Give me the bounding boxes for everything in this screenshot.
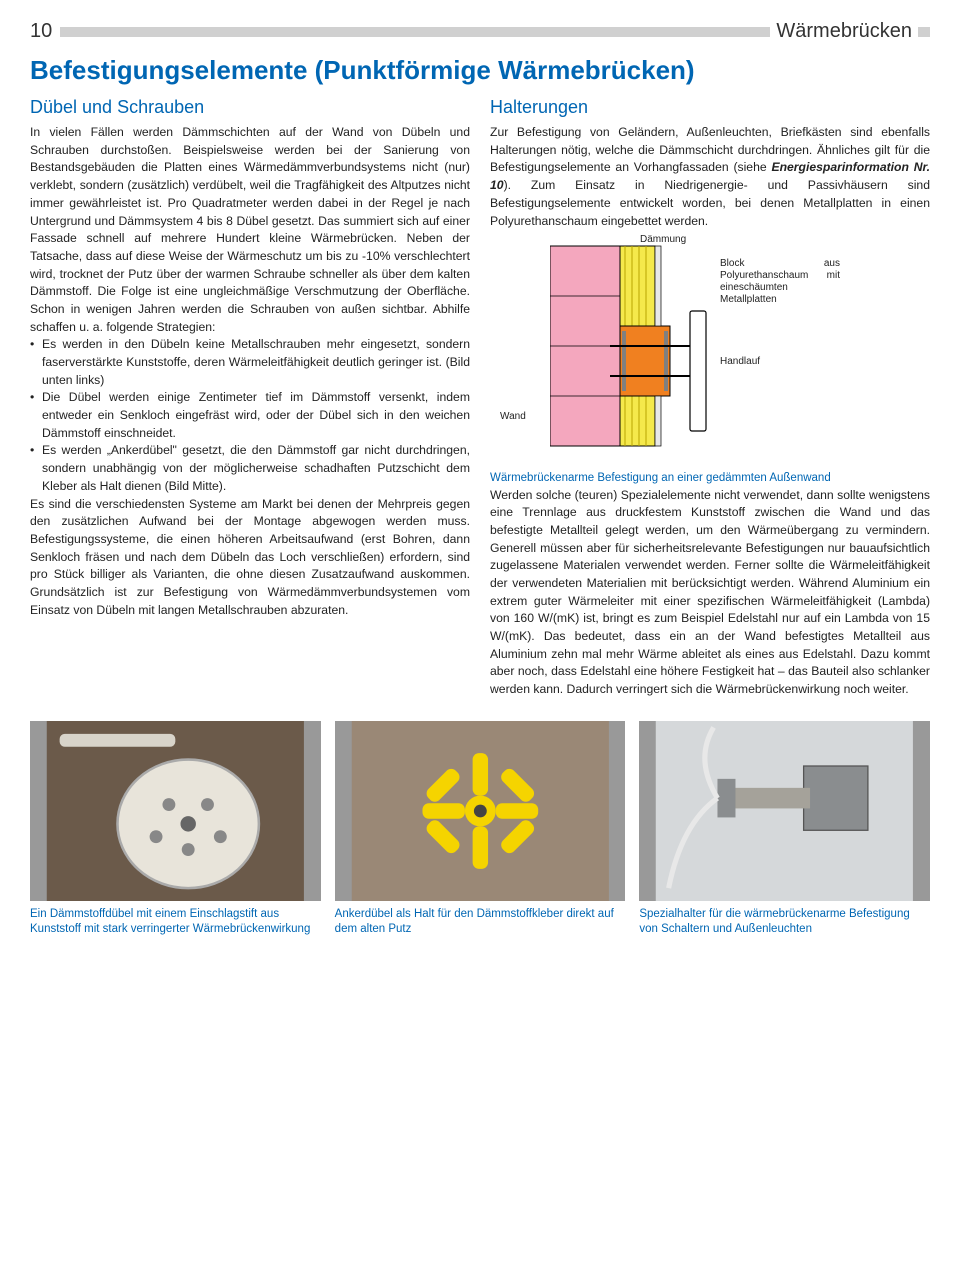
photo-3-caption: Spezialhalter für die wärmebrückenarme B… — [639, 907, 930, 938]
header-rule-right — [918, 27, 930, 37]
photo-2: Ankerdübel als Halt für den Dämmstoffkle… — [335, 721, 626, 938]
content-columns: Dübel und Schrauben In vielen Fällen wer… — [30, 94, 930, 699]
label-daemmung: Dämmung — [640, 234, 686, 246]
left-column: Dübel und Schrauben In vielen Fällen wer… — [30, 94, 470, 699]
diagram-caption: Wärmebrückenarme Befestigung an einer ge… — [490, 470, 930, 487]
right-p2: Werden solche (teuren) Spezialelemente n… — [490, 487, 930, 699]
header-rule-left — [60, 27, 770, 37]
right-p1b: ). Zum Einsatz in Niedrigenergie- und Pa… — [490, 178, 930, 227]
right-column: Halterungen Zur Befestigung von Geländer… — [490, 94, 930, 699]
list-item: Die Dübel werden einige Zentimeter tief … — [30, 389, 470, 442]
photo-3: Spezialhalter für die wärmebrückenarme B… — [639, 721, 930, 938]
label-wand: Wand — [500, 411, 526, 423]
photo-2-svg — [335, 721, 626, 901]
photo-2-caption: Ankerdübel als Halt für den Dämmstoffkle… — [335, 907, 626, 938]
left-intro: In vielen Fällen werden Dämmschichten au… — [30, 124, 470, 336]
photo-1-svg — [30, 721, 321, 901]
photo-1-caption: Ein Dämmstoffdübel mit einem Einschlagst… — [30, 907, 321, 938]
page-title: Befestigungselemente (Punktförmige Wärme… — [30, 55, 930, 86]
list-item: Es werden „Ankerdübel" gesetzt, die den … — [30, 442, 470, 495]
left-outro: Es sind die verschiedensten Systeme am M… — [30, 496, 470, 620]
strategy-list: Es werden in den Dübeln keine Metallschr… — [30, 336, 470, 495]
label-handlauf: Handlauf — [720, 356, 760, 368]
page-header: 10 Wärmebrücken — [30, 20, 930, 43]
label-block: Block aus Polyurethanschaum mit eineschä… — [720, 258, 840, 306]
photo-1: Ein Dämmstoffdübel mit einem Einschlagst… — [30, 721, 321, 938]
wall-diagram: Dämmung Block aus Polyurethanschaum mit … — [490, 236, 930, 462]
photo-row: Ein Dämmstoffdübel mit einem Einschlagst… — [30, 721, 930, 938]
left-heading: Dübel und Schrauben — [30, 94, 470, 120]
section-label: Wärmebrücken — [770, 20, 918, 43]
list-item: Es werden in den Dübeln keine Metallschr… — [30, 336, 470, 389]
right-heading: Halterungen — [490, 94, 930, 120]
photo-3-svg — [639, 721, 930, 901]
right-p1: Zur Befestigung von Geländern, Außenleuc… — [490, 124, 930, 230]
page-number: 10 — [30, 20, 52, 43]
